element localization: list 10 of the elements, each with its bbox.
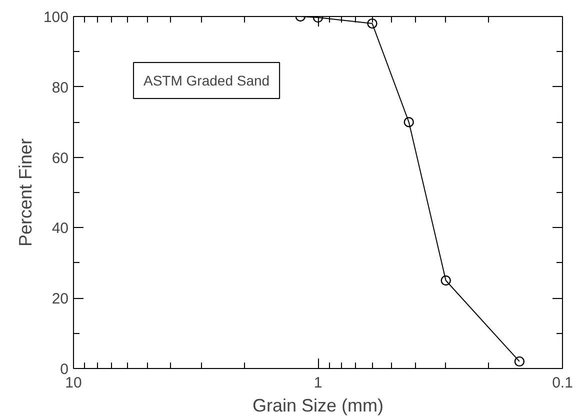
annotation: ASTM Graded Sand xyxy=(144,72,270,88)
y-tick-label: 20 xyxy=(52,290,69,308)
y-tick-label: 40 xyxy=(52,220,69,238)
x-tick-label: 0.1 xyxy=(552,374,573,392)
y-axis-title: Percent Finer xyxy=(15,138,36,247)
x-axis-title: Grain Size (mm) xyxy=(252,396,384,416)
y-tick-label: 60 xyxy=(52,150,69,167)
y-tick-label: 100 xyxy=(43,9,69,26)
x-tick-label: 1 xyxy=(314,374,322,392)
y-tick-label: 80 xyxy=(52,79,69,96)
